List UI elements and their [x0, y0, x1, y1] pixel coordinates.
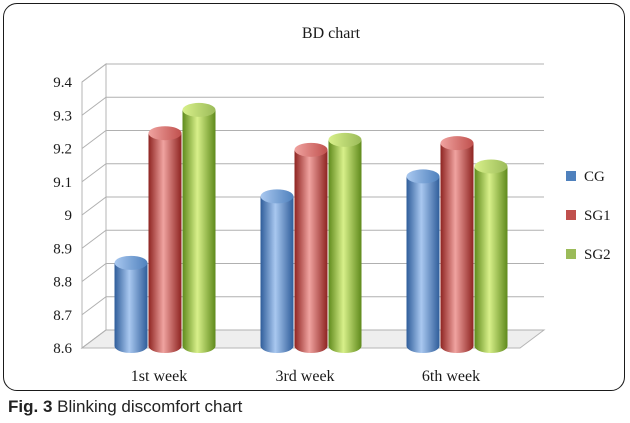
bar-sg2-6th-week-body — [474, 166, 508, 353]
chart-title: BD chart — [302, 25, 361, 42]
bar-cg-3rd-week-body — [260, 196, 294, 353]
legend: CG SG1 SG2 — [566, 169, 611, 263]
legend-label-cg: CG — [584, 169, 605, 185]
legend-item-sg2: SG2 — [566, 247, 611, 263]
caption-text: Blinking discomfort chart — [57, 397, 243, 416]
y-tick-label: 9 — [65, 208, 73, 224]
bar-cg-6th-week — [406, 169, 440, 353]
bar-sg1-1st-week-cap — [148, 126, 182, 141]
bar-sg1-1st-week-body — [148, 133, 182, 353]
gridline — [81, 263, 544, 282]
legend-swatch-cg — [566, 171, 576, 181]
y-tick-label: 8.7 — [53, 308, 72, 324]
bar-cg-3rd-week-cap — [260, 189, 294, 204]
figure-caption: Fig. 3 Blinking discomfort chart — [8, 397, 242, 417]
bars — [114, 102, 508, 353]
legend-label-sg1: SG1 — [584, 208, 611, 224]
bar-sg2-1st-week-body — [182, 109, 216, 353]
gridline — [81, 130, 544, 149]
bar-sg2-3rd-week-cap — [328, 132, 362, 147]
gridlines — [81, 63, 544, 349]
bar-sg1-6th-week-cap — [440, 136, 474, 151]
gridline — [81, 296, 544, 316]
legend-swatch-sg1 — [566, 210, 576, 220]
x-axis-ticks: 1st week 3rd week 6th week — [131, 368, 480, 385]
y-tick-label: 9.1 — [53, 175, 72, 191]
bar-sg2-1st-week-cap — [182, 102, 216, 117]
gridline — [81, 329, 544, 349]
bar-sg2-6th-week — [474, 159, 508, 353]
y-tick-label: 9.2 — [53, 142, 72, 158]
y-tick-label: 8.8 — [53, 275, 72, 291]
bar-cg-6th-week-body — [406, 176, 440, 353]
bar-sg1-6th-week — [440, 136, 474, 353]
bar-sg2-6th-week-cap — [474, 159, 508, 174]
bd-chart: BD chart 8.6 8.7 8.8 8.9 9 9.1 9.2 9.3 9.4 1st w… — [53, 25, 611, 385]
x-tick-label: 6th week — [422, 368, 480, 385]
legend-swatch-sg2 — [566, 249, 576, 259]
bar-sg2-1st-week — [182, 102, 216, 353]
y-tick-label: 9.3 — [53, 108, 72, 124]
y-tick-label: 9.4 — [53, 75, 72, 91]
bar-sg1-3rd-week-cap — [294, 142, 328, 157]
bar-cg-1st-week-body — [114, 262, 148, 353]
gridline — [81, 96, 544, 116]
bar-sg2-3rd-week-body — [328, 139, 362, 353]
y-tick-label: 8.9 — [53, 241, 72, 257]
bar-sg1-3rd-week-body — [294, 149, 328, 353]
legend-item-cg: CG — [566, 169, 605, 185]
legend-item-sg1: SG1 — [566, 208, 611, 224]
bar-sg2-3rd-week — [328, 132, 362, 353]
y-tick-label: 8.6 — [53, 341, 72, 357]
chart-frame — [3, 3, 625, 391]
caption-label: Fig. 3 — [8, 397, 53, 416]
gridline — [81, 163, 544, 183]
y-axis-ticks: 8.6 8.7 8.8 8.9 9 9.1 9.2 9.3 9.4 — [53, 75, 72, 357]
bar-cg-1st-week — [114, 255, 148, 353]
gridline — [81, 196, 544, 216]
x-tick-label: 1st week — [131, 368, 187, 385]
bar-cg-6th-week-cap — [406, 169, 440, 184]
bar-sg1-6th-week-body — [440, 143, 474, 353]
bar-cg-3rd-week — [260, 189, 294, 353]
bar-sg1-1st-week — [148, 126, 182, 353]
bar-sg1-3rd-week — [294, 142, 328, 353]
gridline — [81, 63, 544, 83]
x-tick-label: 3rd week — [275, 368, 334, 385]
bar-cg-1st-week-cap — [114, 255, 148, 270]
legend-label-sg2: SG2 — [584, 247, 611, 263]
gridline — [81, 229, 544, 249]
